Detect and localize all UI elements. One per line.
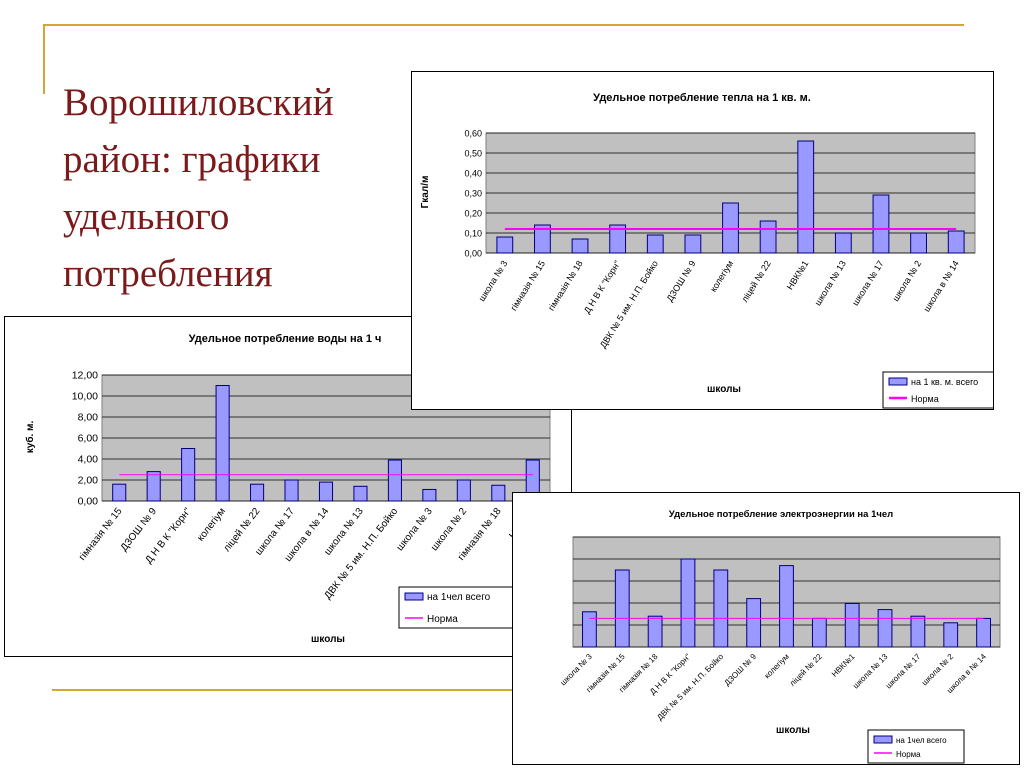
category-label: ДВК № 5 им. Н.П. Бойко xyxy=(322,506,400,602)
category-label: школа № 3 xyxy=(477,259,510,303)
y-tick-label: 0,60 xyxy=(464,129,482,139)
bar xyxy=(215,385,230,502)
legend-label-series: на 1чел всего xyxy=(427,592,491,603)
electricity-chart-panel[interactable]: Удельное потребление электроэнергии на 1… xyxy=(512,492,1020,765)
y-axis-label: куб. м. xyxy=(24,421,36,454)
bar xyxy=(811,617,827,648)
y-tick-label: 10,00 xyxy=(72,391,98,403)
bar xyxy=(614,569,630,648)
category-label: ДВК № 5 им. Н.П. Бойко xyxy=(655,652,725,722)
category-label: колегіум xyxy=(195,506,228,543)
bar xyxy=(647,615,663,648)
heat-chart: Удельное потребление тепла на 1 кв. м. 0,… xyxy=(420,92,993,409)
electricity-chart: Удельное потребление электроэнергии на 1… xyxy=(559,509,1001,764)
bar xyxy=(947,230,965,254)
category-label: школа № 2 xyxy=(920,652,956,688)
bar xyxy=(910,615,926,648)
category-label: ліцей № 22 xyxy=(739,259,772,304)
y-tick-label: 2,00 xyxy=(78,475,99,487)
bar xyxy=(422,488,437,502)
bar xyxy=(318,481,334,502)
category-label: гімназія № 15 xyxy=(508,259,547,313)
bar xyxy=(834,232,852,254)
heat-chart-panel[interactable]: Удельное потребление тепла на 1 кв. м. 0,… xyxy=(411,71,994,410)
chart-title: Удельное потребление воды на 1 ч xyxy=(189,333,382,345)
bar xyxy=(797,140,815,254)
bar xyxy=(609,224,627,254)
bar xyxy=(684,234,702,254)
category-label: Д Н В К "Корн" xyxy=(582,259,623,316)
y-tick-label: 0,00 xyxy=(78,496,99,508)
legend-label-norm: Норма xyxy=(911,394,939,404)
y-tick-label: 12,00 xyxy=(72,370,98,382)
category-label: гімназія № 18 xyxy=(546,259,585,313)
x-axis-label: школы xyxy=(707,384,741,395)
bar xyxy=(943,622,959,648)
category-label: НВК№1 xyxy=(830,652,857,679)
x-axis-label: школы xyxy=(311,634,345,645)
legend-label-norm: Норма xyxy=(896,750,921,759)
y-tick-label: 0,20 xyxy=(464,209,482,219)
category-label: ДЗОШ № 9 xyxy=(665,259,698,304)
chart-title: Удельное потребление тепла на 1 кв. м. xyxy=(593,92,811,104)
legend-label-series: на 1чел всего xyxy=(896,736,947,745)
category-label: школа № 3 xyxy=(559,652,595,688)
bar xyxy=(779,565,794,648)
bar xyxy=(582,611,597,648)
bar xyxy=(759,220,777,254)
bar xyxy=(496,236,514,254)
bar xyxy=(872,194,890,254)
category-label: ДЗОШ № 9 xyxy=(723,652,759,688)
legend-swatch-bars xyxy=(873,735,893,744)
category-label: колегіум xyxy=(763,652,791,680)
bar xyxy=(877,609,893,648)
chart-title: Удельное потребление электроэнергии на 1… xyxy=(669,509,893,520)
y-tick-label: 6,00 xyxy=(78,433,99,445)
bar xyxy=(844,602,860,648)
bar xyxy=(713,569,729,648)
bar xyxy=(112,483,127,502)
bar xyxy=(534,224,551,254)
bar xyxy=(456,479,471,502)
legend-swatch-bars xyxy=(888,377,908,386)
bar xyxy=(746,598,762,648)
bar xyxy=(387,459,402,502)
decorative-left-line xyxy=(43,24,45,94)
y-tick-label: 0,40 xyxy=(464,169,482,179)
bar xyxy=(491,484,506,502)
category-label: школа в № 14 xyxy=(922,259,961,314)
category-label: НВК№1 xyxy=(785,259,811,292)
decorative-top-line xyxy=(44,24,964,26)
legend-swatch-bars xyxy=(404,592,424,601)
y-tick-label: 0,10 xyxy=(464,229,482,239)
y-tick-label: 0,30 xyxy=(464,189,482,199)
y-axis-label: Гкал/м xyxy=(420,176,431,209)
category-label: школа № 2 xyxy=(890,259,923,303)
bar xyxy=(571,238,589,254)
category-label: школа № 17 xyxy=(884,652,923,691)
legend-label-series: на 1 кв. м. всего xyxy=(911,377,978,387)
bar xyxy=(976,617,991,648)
y-tick-label: 0,50 xyxy=(464,149,482,159)
bar xyxy=(910,232,927,254)
bar xyxy=(353,485,368,502)
y-tick-label: 4,00 xyxy=(78,454,99,466)
category-label: колегіум xyxy=(708,259,735,294)
category-label: школа № 13 xyxy=(813,259,849,308)
bar xyxy=(284,479,299,502)
category-label: ліцей № 22 xyxy=(788,652,824,688)
category-label: школа № 17 xyxy=(850,259,886,308)
bar xyxy=(646,234,664,254)
bar xyxy=(146,471,161,502)
bar xyxy=(250,483,265,502)
y-tick-label: 8,00 xyxy=(78,412,99,424)
slide-title: Ворошиловский район: графики удельного п… xyxy=(63,81,334,295)
y-tick-label: 0,00 xyxy=(464,249,482,259)
x-axis-label: школы xyxy=(776,725,810,736)
category-label: гімназія № 15 xyxy=(77,506,125,563)
bar xyxy=(680,558,696,648)
legend-label-norm: Норма xyxy=(427,614,458,625)
